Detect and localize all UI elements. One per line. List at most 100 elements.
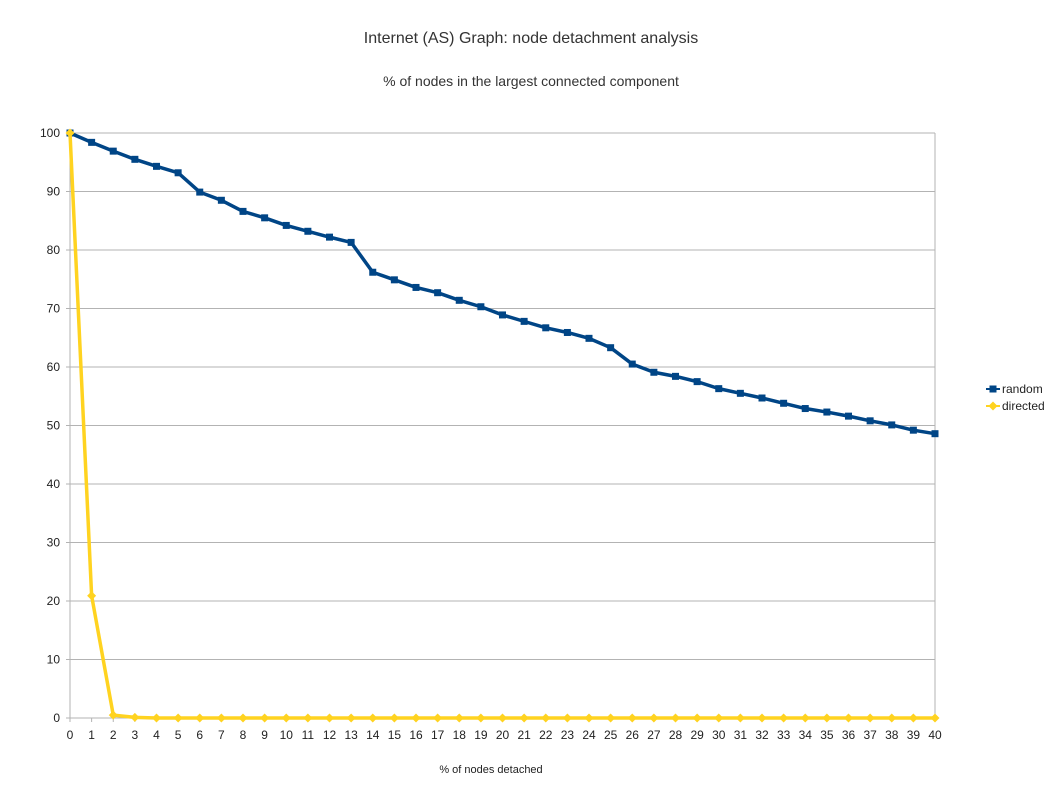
grid — [70, 132, 935, 660]
data-point-random — [153, 162, 160, 170]
data-point-random — [477, 303, 485, 311]
data-point-directed — [541, 713, 551, 723]
data-point-random — [390, 276, 398, 284]
data-point-random — [672, 372, 679, 380]
x-tick-label: 9 — [261, 728, 268, 742]
data-point-directed — [779, 713, 789, 723]
data-point-random — [369, 268, 377, 276]
x-tick-label: 31 — [734, 728, 748, 742]
y-tick-label: 0 — [53, 711, 60, 725]
data-point-directed — [216, 713, 226, 723]
data-point-directed — [389, 713, 399, 723]
legend-entry-random: random — [986, 382, 1043, 396]
x-tick-label: 30 — [712, 728, 726, 742]
data-point-directed — [303, 713, 313, 723]
series-random — [66, 129, 939, 438]
data-point-random — [823, 408, 831, 416]
data-point-random — [520, 317, 528, 325]
data-point-random — [217, 196, 225, 204]
data-point-random — [909, 426, 917, 434]
series-line-random — [68, 131, 937, 436]
x-tick-label: 21 — [517, 728, 531, 742]
data-point-random — [499, 311, 506, 319]
data-point-random — [563, 328, 571, 336]
x-tick-label: 15 — [388, 728, 402, 742]
data-point-directed — [800, 713, 810, 723]
data-point-directed — [735, 713, 745, 723]
data-point-random — [347, 238, 355, 246]
x-tick-label: 39 — [907, 728, 921, 742]
data-point-random — [326, 233, 333, 241]
data-point-directed — [130, 712, 140, 722]
y-tick-label: 80 — [47, 243, 61, 257]
data-point-directed — [173, 713, 183, 723]
data-point-random — [542, 324, 550, 332]
data-point-random — [174, 169, 182, 177]
data-point-directed — [627, 713, 637, 723]
x-tick-label: 5 — [175, 728, 182, 742]
data-point-directed — [930, 713, 940, 723]
legend-entry-directed: directed — [986, 399, 1045, 413]
data-point-random — [585, 334, 593, 342]
legend-swatch-marker — [989, 385, 997, 393]
x-tick-label: 12 — [323, 728, 337, 742]
x-tick-label: 14 — [366, 728, 380, 742]
data-point-directed — [152, 713, 161, 723]
data-point-directed — [649, 713, 659, 723]
chart-subtitle: % of nodes in the largest connected comp… — [383, 73, 679, 89]
x-tick-label: 29 — [690, 728, 704, 742]
data-point-directed — [714, 713, 724, 723]
data-point-directed — [865, 713, 875, 723]
data-point-random — [650, 368, 658, 376]
series — [65, 128, 940, 723]
y-tick-label: 40 — [47, 477, 61, 491]
x-tick-label: 22 — [539, 728, 553, 742]
data-point-directed — [195, 713, 205, 723]
x-tick-label: 37 — [863, 728, 877, 742]
x-tick-label: 7 — [218, 728, 225, 742]
data-point-random — [736, 389, 744, 397]
legend: random directed — [986, 382, 1045, 413]
data-point-directed — [606, 713, 616, 723]
data-point-random — [261, 214, 269, 222]
x-tick-label: 36 — [842, 728, 856, 742]
x-axis-label: % of nodes detached — [439, 764, 542, 776]
data-point-directed — [908, 713, 918, 723]
data-point-directed — [822, 713, 832, 723]
x-tick-label: 20 — [496, 728, 510, 742]
x-tick-label: 25 — [604, 728, 618, 742]
data-point-random — [88, 138, 96, 146]
x-tick-label: 34 — [799, 728, 813, 742]
x-tick-label: 28 — [669, 728, 683, 742]
y-tick-label: 90 — [47, 185, 61, 199]
data-point-random — [780, 399, 788, 407]
x-tick-label: 13 — [344, 728, 358, 742]
y-tick-label: 60 — [47, 360, 61, 374]
data-point-directed — [757, 713, 767, 723]
data-point-random — [239, 207, 247, 215]
x-tick-label: 10 — [280, 728, 294, 742]
x-tick-label: 35 — [820, 728, 834, 742]
x-tick-label: 1 — [88, 728, 95, 742]
x-tick-label: 2 — [110, 728, 117, 742]
data-point-directed — [325, 713, 334, 723]
data-point-random — [412, 283, 420, 291]
data-point-random — [434, 289, 442, 297]
data-point-random — [758, 394, 766, 402]
data-point-random — [693, 378, 701, 386]
data-point-directed — [281, 713, 291, 723]
data-point-random — [866, 417, 874, 425]
data-point-directed — [87, 591, 97, 601]
data-point-directed — [844, 713, 853, 723]
legend-label: directed — [1002, 399, 1045, 413]
data-point-random — [282, 221, 290, 229]
data-point-directed — [562, 713, 572, 723]
data-point-random — [845, 412, 852, 420]
series-directed — [65, 128, 940, 723]
data-point-directed — [108, 710, 118, 720]
x-tick-label: 33 — [777, 728, 791, 742]
data-point-directed — [411, 713, 421, 723]
x-tick-label: 4 — [153, 728, 160, 742]
x-tick-label: 17 — [431, 728, 445, 742]
x-tick-label: 23 — [561, 728, 575, 742]
